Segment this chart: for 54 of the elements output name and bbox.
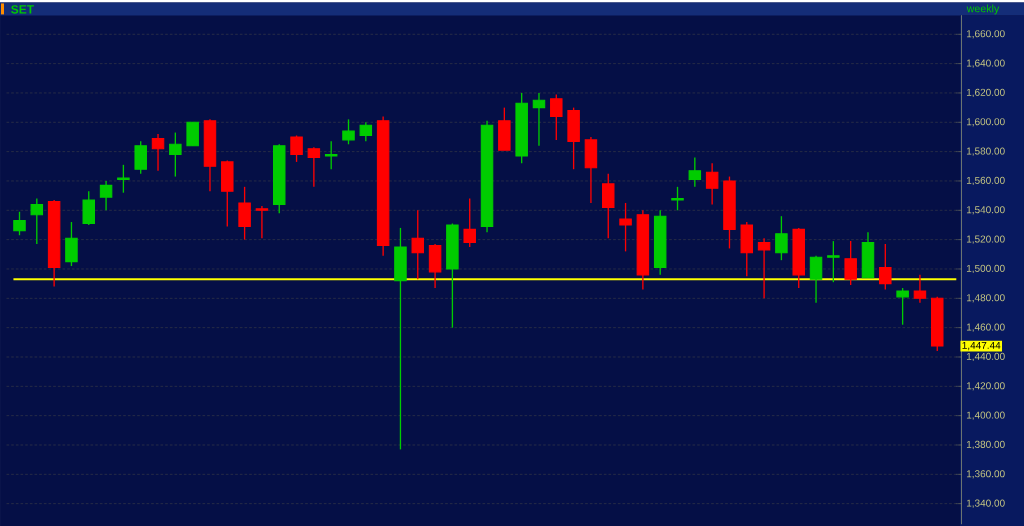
candlestick	[307, 146, 321, 188]
y-tick-label: 1,640.00	[966, 59, 1005, 68]
y-tick-label: 1,620.00	[966, 88, 1005, 97]
y-tick-label: 1,660.00	[966, 29, 1005, 39]
candlestick	[359, 121, 373, 142]
y-tick-label: 1,340.00	[966, 499, 1005, 508]
y-tick-label: 1,540.00	[966, 205, 1005, 215]
candlestick	[65, 221, 78, 267]
candlestick	[844, 240, 857, 286]
candlestick	[151, 133, 165, 172]
candlestick	[411, 209, 425, 280]
candlestick	[324, 140, 338, 170]
candlestick	[290, 134, 303, 163]
y-tick-label: 1,560.00	[966, 176, 1005, 185]
y-tick-label: 1,520.00	[966, 235, 1005, 244]
candlestick	[99, 180, 113, 211]
candlestick	[671, 185, 684, 211]
candlestick	[879, 243, 892, 290]
y-tick-label: 1,380.00	[966, 440, 1005, 449]
candlestick	[619, 202, 632, 252]
candlestick	[913, 273, 927, 304]
text: weekly	[966, 4, 1000, 15]
candlestick	[82, 190, 96, 226]
candlestick	[809, 254, 823, 304]
candlestick	[896, 287, 909, 326]
candlestick	[827, 240, 840, 283]
y-tick-label: 1,360.00	[966, 470, 1005, 479]
y-tick-label: 1,600.00	[966, 117, 1005, 127]
candlestick	[238, 185, 251, 241]
candlestick	[705, 162, 719, 205]
candlestick	[757, 237, 771, 299]
candlestick	[463, 197, 476, 248]
y-tick-label: 1,500.00	[966, 264, 1005, 273]
candlestick	[688, 156, 702, 188]
text: 1,447.44	[962, 341, 1001, 350]
candlestick	[30, 197, 44, 245]
candlestick	[532, 92, 546, 147]
y-tick-label: 1,400.00	[966, 411, 1005, 420]
candlestick	[601, 172, 615, 239]
candlestick	[117, 163, 130, 194]
candlestick	[775, 215, 788, 261]
candlestick	[169, 131, 182, 178]
candlestick	[186, 121, 199, 147]
y-tick-label: 1,420.00	[966, 381, 1005, 391]
y-tick-label: 1,580.00	[966, 147, 1005, 156]
y-tick-label: 1,440.00	[966, 352, 1005, 361]
candlestick	[342, 118, 355, 145]
candlestick	[134, 140, 147, 175]
candlestick	[13, 210, 26, 236]
y-tick-label: 1,480.00	[966, 293, 1005, 303]
y-tick-label: 1,460.00	[966, 323, 1005, 332]
chart-title: SET	[11, 4, 34, 14]
candlestick	[550, 93, 563, 141]
candlestick	[255, 205, 269, 239]
